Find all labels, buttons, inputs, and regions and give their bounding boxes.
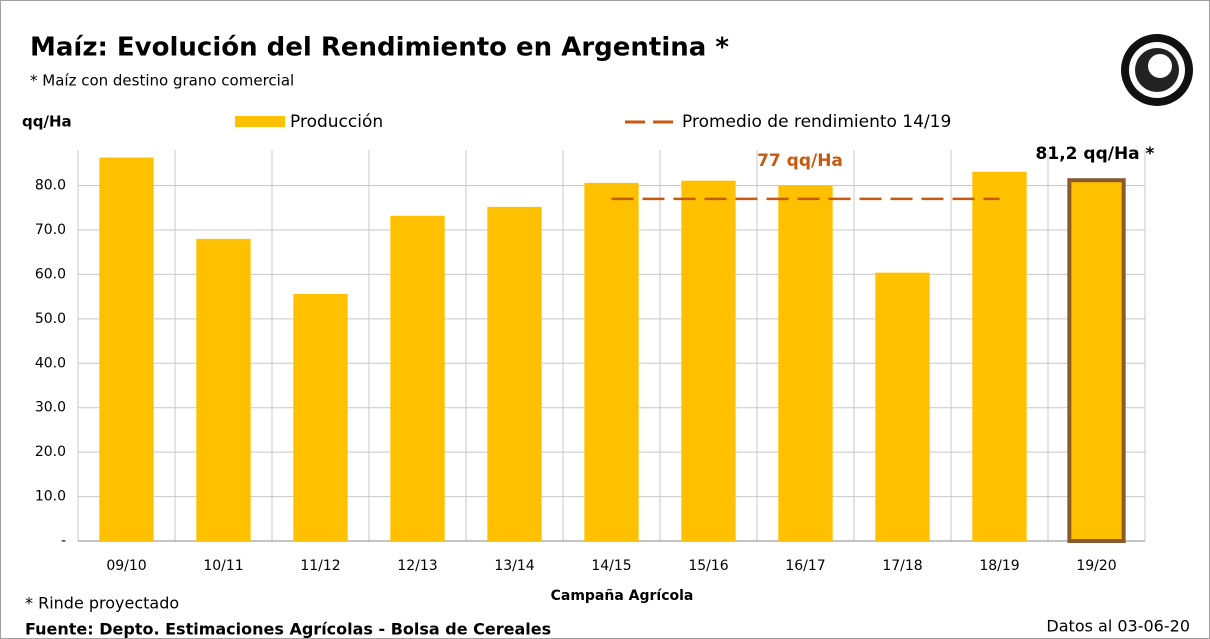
chart-title: Maíz: Evolución del Rendimiento en Argen…	[30, 33, 729, 63]
y-tick-label: 20.0	[35, 444, 66, 460]
legend-swatch	[235, 116, 285, 127]
x-tick-label: 17/18	[882, 558, 922, 574]
y-tick-label: 80.0	[35, 178, 66, 194]
x-tick-label: 18/19	[979, 558, 1019, 574]
bar	[196, 238, 251, 541]
footnote: * Rinde proyectado	[25, 594, 179, 613]
x-tick-label: 16/17	[785, 558, 825, 574]
bar	[972, 171, 1027, 541]
bar	[487, 206, 542, 541]
bar	[584, 182, 639, 541]
bar	[390, 215, 445, 541]
annotation: 81,2 qq/Ha *	[1036, 144, 1155, 164]
bar	[875, 272, 930, 541]
x-tick-label: 09/10	[106, 558, 146, 574]
x-tick-label: 10/11	[203, 558, 243, 574]
bar	[681, 180, 736, 541]
x-tick-label: 14/15	[591, 558, 631, 574]
y-tick-label: 70.0	[35, 222, 66, 238]
bar	[778, 185, 833, 541]
logo	[1121, 34, 1193, 106]
bar	[1067, 178, 1126, 544]
x-tick-label: 15/16	[688, 558, 728, 574]
x-tick-label: 12/13	[397, 558, 437, 574]
x-tick-label: 11/12	[300, 558, 340, 574]
x-tick-label: 19/20	[1076, 558, 1116, 574]
y-tick-label: 10.0	[35, 489, 66, 505]
y-tick-label: 40.0	[35, 355, 66, 371]
y-tick-label: 60.0	[35, 266, 66, 282]
bar	[293, 293, 348, 541]
y-tick-label: -	[61, 533, 66, 549]
legend-label: Promedio de rendimiento 14/19	[682, 112, 951, 132]
x-tick-label: 13/14	[494, 558, 534, 574]
y-tick-label: 30.0	[35, 400, 66, 416]
y-tick-label: 50.0	[35, 311, 66, 327]
y-axis-label: qq/Ha	[22, 113, 72, 131]
date-note: Datos al 03-06-20	[1046, 617, 1190, 636]
subtitle: * Maíz con destino grano comercial	[30, 72, 294, 90]
footnote: Fuente: Depto. Estimaciones Agrícolas - …	[25, 620, 551, 639]
annotation: 77 qq/Ha	[757, 151, 843, 171]
legend-label: Producción	[290, 112, 383, 132]
x-axis-label: Campaña Agrícola	[551, 588, 694, 604]
bar	[99, 157, 154, 541]
